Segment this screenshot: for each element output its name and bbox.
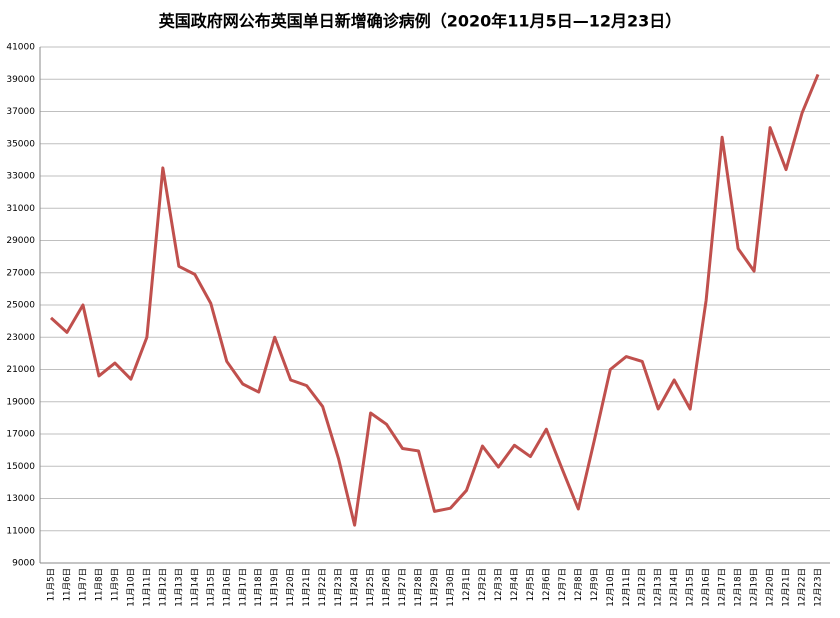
x-tick-label: 11月14日 xyxy=(190,568,200,607)
x-tick-label: 11月15日 xyxy=(206,568,216,607)
chart-title: 英国政府网公布英国单日新增确诊病例（2020年11月5日—12月23日） xyxy=(158,12,681,31)
x-tick-label: 12月1日 xyxy=(462,568,472,601)
x-tick-label: 12月16日 xyxy=(702,568,712,607)
x-tick-label: 12月22日 xyxy=(798,568,808,607)
y-tick-label: 41000 xyxy=(6,43,35,53)
y-tick-label: 13000 xyxy=(6,494,35,504)
x-tick-label: 12月2日 xyxy=(478,568,488,601)
y-tick-label: 21000 xyxy=(6,365,35,375)
x-tick-label: 11月29日 xyxy=(430,568,440,607)
y-tick-label: 31000 xyxy=(6,204,35,214)
y-tick-label: 37000 xyxy=(6,107,35,117)
x-tick-label: 11月25日 xyxy=(366,568,376,607)
x-tick-label: 11月6日 xyxy=(62,568,72,601)
y-tick-label: 17000 xyxy=(6,430,35,440)
x-tick-label: 12月17日 xyxy=(718,568,728,607)
x-tick-label: 11月10日 xyxy=(126,568,136,607)
x-tick-label: 11月21日 xyxy=(302,568,312,607)
x-tick-label: 12月19日 xyxy=(750,568,760,607)
x-tick-label: 11月27日 xyxy=(398,568,408,607)
y-tick-label: 19000 xyxy=(6,397,35,407)
x-tick-label: 11月19日 xyxy=(270,568,280,607)
y-tick-label: 23000 xyxy=(6,333,35,343)
x-tick-label: 12月4日 xyxy=(510,568,520,601)
x-tick-label: 12月10日 xyxy=(606,568,616,607)
x-tick-label: 11月17日 xyxy=(238,568,248,607)
x-tick-label: 11月26日 xyxy=(382,568,392,607)
y-tick-label: 33000 xyxy=(6,172,35,182)
y-tick-label: 29000 xyxy=(6,236,35,246)
x-tick-label: 11月16日 xyxy=(222,568,232,607)
x-tick-label: 11月9日 xyxy=(110,568,120,601)
x-tick-label: 12月14日 xyxy=(670,568,680,607)
x-tick-label: 11月18日 xyxy=(254,568,264,607)
x-tick-label: 12月15日 xyxy=(686,568,696,607)
y-tick-label: 27000 xyxy=(6,268,35,278)
x-tick-label: 11月22日 xyxy=(318,568,328,607)
x-tick-label: 12月11日 xyxy=(622,568,632,607)
x-tick-label: 11月24日 xyxy=(350,568,360,607)
x-tick-label: 12月21日 xyxy=(782,568,792,607)
y-tick-label: 15000 xyxy=(6,462,35,472)
y-tick-label: 11000 xyxy=(6,526,35,536)
x-tick-label: 12月9日 xyxy=(590,568,600,601)
x-tick-label: 11月8日 xyxy=(94,568,104,601)
x-tick-label: 12月8日 xyxy=(574,568,584,601)
x-tick-label: 12月13日 xyxy=(654,568,664,607)
x-tick-label: 11月20日 xyxy=(286,568,296,607)
x-tick-label: 12月6日 xyxy=(542,568,552,601)
x-tick-label: 12月7日 xyxy=(558,568,568,601)
y-tick-label: 25000 xyxy=(6,301,35,311)
y-tick-label: 39000 xyxy=(6,75,35,85)
x-tick-label: 12月5日 xyxy=(526,568,536,601)
x-tick-label: 12月20日 xyxy=(766,568,776,607)
x-tick-label: 12月23日 xyxy=(814,568,824,607)
x-tick-label: 12月3日 xyxy=(494,568,504,601)
y-tick-label: 35000 xyxy=(6,139,35,149)
data-line xyxy=(49,73,820,527)
x-tick-label: 11月13日 xyxy=(174,568,184,607)
x-tick-label: 11月23日 xyxy=(334,568,344,607)
x-tick-label: 11月11日 xyxy=(142,568,152,607)
x-tick-label: 11月30日 xyxy=(446,568,456,607)
x-tick-label: 11月7日 xyxy=(78,568,88,601)
x-tick-label: 12月12日 xyxy=(638,568,648,607)
x-tick-label: 11月28日 xyxy=(414,568,424,607)
x-tick-label: 11月12日 xyxy=(158,568,168,607)
x-tick-label: 12月18日 xyxy=(734,568,744,607)
x-tick-label: 11月5日 xyxy=(47,568,57,601)
y-tick-label: 9000 xyxy=(12,559,35,569)
